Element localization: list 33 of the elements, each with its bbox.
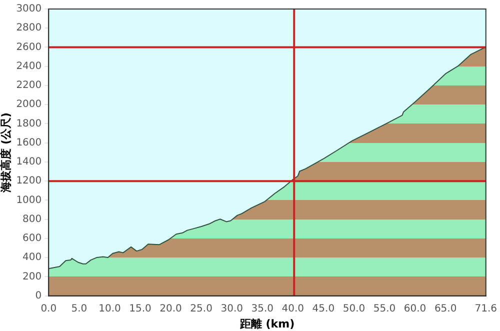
y-axis-title: 海拔高度 (公尺) <box>0 112 12 194</box>
y-tick-label: 2200 <box>16 80 42 92</box>
y-tick-label: 1800 <box>16 118 42 130</box>
x-tick-label: 10.0 <box>98 303 121 314</box>
y-tick-label: 2800 <box>16 22 42 34</box>
x-tick-label: 65.0 <box>434 303 457 314</box>
y-tick-label: 1600 <box>16 137 42 148</box>
x-tick-label: 25.0 <box>190 303 212 314</box>
y-tick-label: 3000 <box>16 4 42 15</box>
y-tick-label: 0 <box>35 290 42 302</box>
x-tick-label: 60.0 <box>404 303 426 314</box>
y-tick-label: 1000 <box>16 194 42 206</box>
y-tick-label: 400 <box>22 252 42 264</box>
y-tick-label: 2000 <box>16 99 42 110</box>
y-tick-label: 200 <box>22 271 42 282</box>
x-axis-title: 距離 (km) <box>238 317 295 330</box>
y-tick-label: 1400 <box>16 156 42 168</box>
x-tick-label: 5.0 <box>71 303 88 314</box>
y-tick-label: 800 <box>22 214 42 225</box>
x-tick-label: 35.0 <box>251 303 274 314</box>
x-tick-label: 71.6 <box>474 303 497 314</box>
x-tick-label: 20.0 <box>160 303 182 314</box>
y-tick-label: 600 <box>22 233 42 244</box>
x-tick-label: 15.0 <box>129 303 152 314</box>
x-tick-label: 0.0 <box>40 303 57 314</box>
y-tick-label: 2400 <box>16 60 42 72</box>
x-tick-label: 55.0 <box>373 303 396 314</box>
x-tick-label: 40.0 <box>282 303 304 314</box>
y-tick-label: 2600 <box>16 42 42 53</box>
x-tick-label: 45.0 <box>312 303 335 314</box>
y-tick-label: 1200 <box>16 176 42 187</box>
x-tick-label: 30.0 <box>220 303 243 314</box>
x-tick-label: 50.0 <box>342 303 366 314</box>
